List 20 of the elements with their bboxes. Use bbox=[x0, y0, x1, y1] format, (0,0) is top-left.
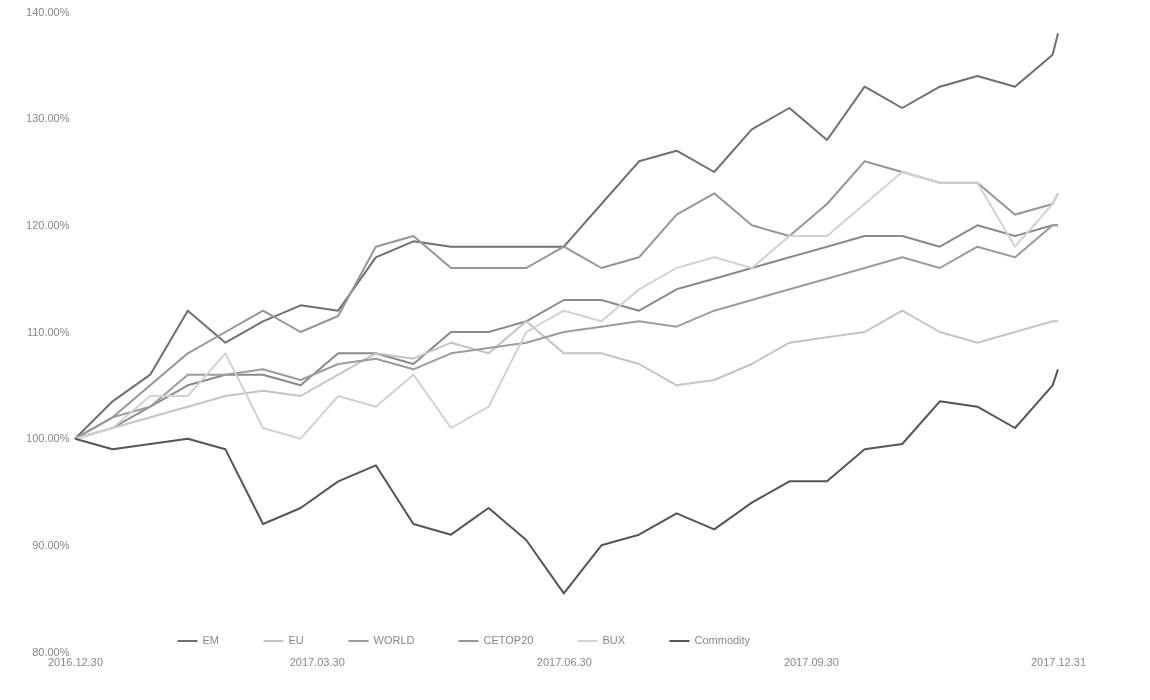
legend-label: CETOP20 bbox=[483, 634, 534, 646]
legend-label: Commodity bbox=[694, 634, 751, 646]
x-tick-label: 2017.03.30 bbox=[289, 655, 345, 668]
line-series bbox=[74, 368, 1059, 595]
legend-label: BUX bbox=[602, 634, 626, 646]
y-tick-label: 90.00% bbox=[32, 538, 70, 551]
legend-label: EM bbox=[202, 634, 219, 646]
x-tick-label: 2017.09.30 bbox=[783, 655, 839, 668]
y-tick-label: 80.00% bbox=[32, 645, 70, 658]
y-tick-label: 120.00% bbox=[26, 218, 70, 231]
x-tick-label: 2017.12.31 bbox=[1030, 655, 1087, 668]
y-tick-label: 130.00% bbox=[26, 112, 70, 125]
legend-label: EU bbox=[288, 634, 304, 646]
x-tick-label: 2017.06.30 bbox=[536, 655, 592, 668]
y-tick-label: 100.00% bbox=[26, 432, 70, 445]
y-tick-label: 110.00% bbox=[26, 325, 70, 338]
y-tick-label: 140.00% bbox=[26, 5, 70, 18]
legend-label: WORLD bbox=[373, 634, 415, 646]
x-tick-label: 2016.12.30 bbox=[47, 655, 104, 668]
line-series bbox=[74, 32, 1059, 440]
